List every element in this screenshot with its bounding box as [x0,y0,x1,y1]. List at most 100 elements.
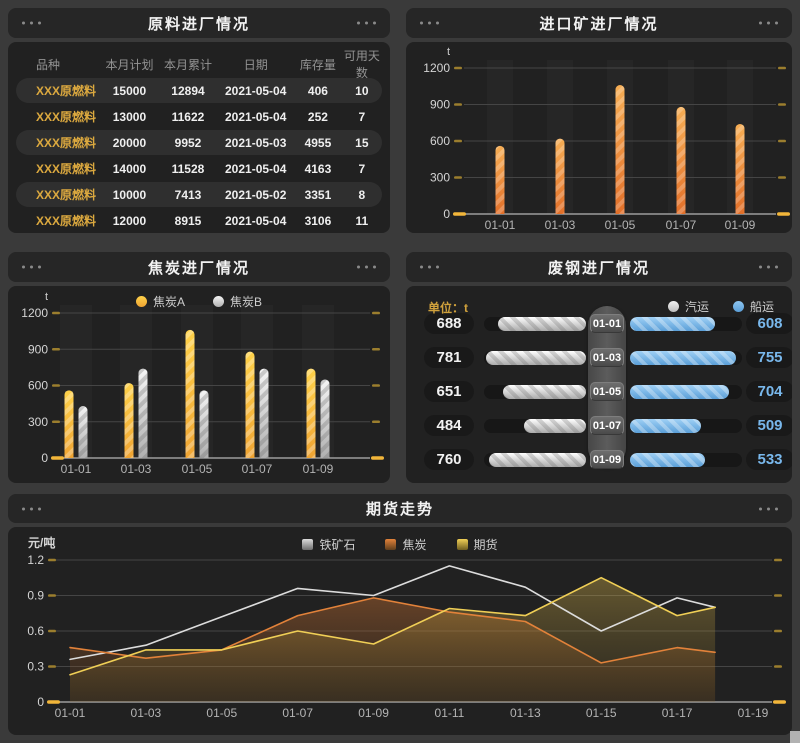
svg-text:0.9: 0.9 [27,589,44,603]
table-cell: XXX原燃料 [36,136,97,150]
svg-text:01-03: 01-03 [131,706,162,720]
table-cell: 9952 [174,135,202,150]
date-chip[interactable]: 01-09 [590,450,624,469]
table-cell: XXX原燃料 [36,110,97,124]
panel-dots-icon [22,21,41,25]
legend-item[interactable]: 铁矿石 [302,536,355,553]
date-chip[interactable]: 01-05 [590,382,624,401]
scrap-row: 651 01-05 704 [406,375,792,409]
truck-bar-track [484,351,586,365]
date-chip[interactable]: 01-07 [590,416,624,435]
legend-item[interactable]: 船运 [732,298,774,315]
svg-text:01-09: 01-09 [303,462,334,476]
legend-label: 焦炭 [402,538,427,552]
svg-text:01-03: 01-03 [545,218,576,232]
legend-label: 汽运 [684,300,709,314]
svg-text:01-01: 01-01 [55,706,86,720]
svg-text:600: 600 [28,379,48,393]
coke-panel-body: 焦炭A 焦炭B 0 300 600 900 1200 t 01-01 01-03 01-05 01-… [8,286,390,483]
scrap-panel-body: 单位：t 汽运 船运 688 01-01 608 781 01-03 755 651 01-05… [406,286,792,483]
table-cell: 15 [355,135,369,150]
ship-bar-track [630,419,742,433]
table-row: XXX原燃料 15000 12894 2021-05-04 406 10 [16,78,382,103]
imported-ore-bar-chart: 0 300 600 900 1200 t 01-01 01-03 01-05 01-07 01-09 [406,42,792,233]
legend-item[interactable]: 焦炭B [213,293,262,310]
truck-bar-track [484,453,586,467]
svg-text:t: t [45,291,48,303]
table-cell: 13000 [112,109,147,124]
svg-text:0.3: 0.3 [27,660,44,674]
svg-text:01-09: 01-09 [725,218,756,232]
scrollbar-corner[interactable] [790,731,800,743]
svg-text:600: 600 [430,134,450,148]
svg-text:900: 900 [28,342,48,356]
coke-legend: 焦炭A 焦炭B [8,293,390,310]
scrap-row: 484 01-07 509 [406,409,792,443]
panel-dots-icon [759,21,778,25]
svg-text:0: 0 [41,451,48,465]
coke-panel-title: 焦炭进厂情况 [147,259,250,277]
scrap-legend: 汽运 船运 [667,298,774,315]
legend-item[interactable]: 期货 [456,536,498,553]
table-cell: 8915 [174,213,202,228]
materials-panel-body: 品种 本月计划 本月累计 日期 库存量 可用天数 XXX原燃料 15000 12894 2021-… [8,42,390,233]
svg-text:01-01: 01-01 [485,218,516,232]
truck-bar [489,453,586,467]
date-chip[interactable]: 01-03 [590,348,624,367]
legend-item[interactable]: 汽运 [667,298,709,315]
ship-bar [630,419,701,433]
svg-text:01-13: 01-13 [510,706,541,720]
svg-text:01-11: 01-11 [435,706,465,720]
truck-value: 651 [424,381,474,402]
table-cell: XXX原燃料 [36,84,97,98]
table-cell: 2021-05-04 [225,213,287,228]
table-row: XXX原燃料 13000 11622 2021-05-04 252 7 [16,104,382,129]
panel-dots-icon [759,507,778,510]
table-header-cell: 本月累计 [163,57,212,72]
ship-bar-track [630,317,742,331]
table-cell: 252 [307,109,328,124]
table-cell: 11622 [171,109,205,124]
legend-item[interactable]: 焦炭 [385,536,427,553]
futures-panel-body: 元/吨 铁矿石 焦炭 期货 0 0.3 0.6 0.9 1.2 01-01 01-03 01-05… [8,527,792,735]
truck-bar [498,317,586,331]
svg-text:0.6: 0.6 [27,624,44,638]
scrap-row: 781 01-03 755 [406,341,792,375]
imported-ore-panel-header: 进口矿进厂情况 [406,8,792,38]
scrap-panel-header: 废钢进厂情况 [406,252,792,282]
table-cell: 4163 [304,161,332,176]
table-cell: 8 [358,187,366,202]
table-cell: 12000 [112,213,147,228]
date-chip[interactable]: 01-01 [590,314,624,333]
table-header-cell: 可用天数 [343,49,380,80]
table-cell: XXX原燃料 [36,162,97,176]
legend-item[interactable]: 焦炭A [135,293,185,310]
table-header-cell: 库存量 [299,57,336,72]
svg-text:300: 300 [28,415,48,429]
ship-bar-track [630,385,742,399]
scrap-row: 688 01-01 608 [406,307,792,341]
panel-dots-icon [420,265,439,269]
futures-unit-label: 元/吨 [28,536,56,550]
svg-text:01-19: 01-19 [738,706,769,720]
table-cell: 15000 [112,83,147,98]
legend-square-icon [385,539,397,550]
legend-label: 铁矿石 [319,538,356,552]
truck-bar-track [484,317,586,331]
coke-bar-chart: 0 300 600 900 1200 t 01-01 01-03 01-05 01-07 01-09 [8,286,390,483]
table-cell: 10 [355,83,369,98]
panel-dots-icon [420,21,439,25]
svg-text:01-05: 01-05 [206,706,237,720]
table-row: XXX原燃料 10000 7413 2021-05-02 3351 8 [16,182,382,207]
materials-table: 品种 本月计划 本月累计 日期 库存量 可用天数 XXX原燃料 15000 12894 2021-… [8,42,390,233]
truck-bar-track [484,385,586,399]
svg-text:01-17: 01-17 [662,706,693,720]
svg-text:01-15: 01-15 [586,706,617,720]
truck-value: 688 [424,313,474,334]
svg-text:01-05: 01-05 [182,462,213,476]
panel-dots-icon [357,21,376,25]
svg-text:1200: 1200 [21,306,48,320]
ship-bar-track [630,351,742,365]
ship-value: 704 [746,381,792,402]
